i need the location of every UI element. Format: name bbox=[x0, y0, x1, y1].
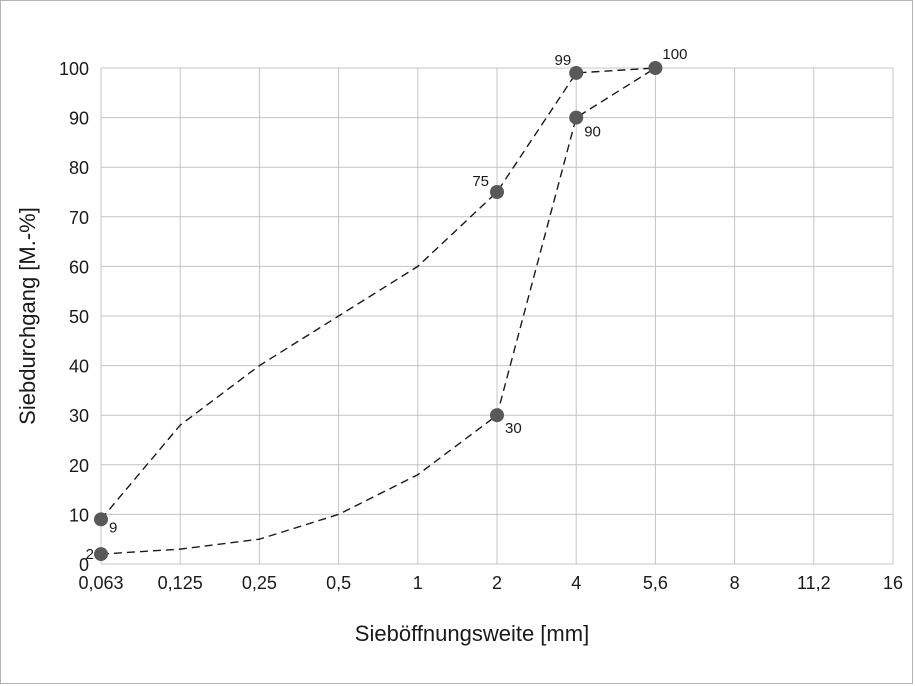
x-tick-label: 16 bbox=[883, 573, 903, 593]
y-tick-label: 30 bbox=[69, 406, 89, 426]
data-label: 99 bbox=[555, 52, 572, 69]
y-tick-label: 90 bbox=[69, 109, 89, 129]
data-label: 9 bbox=[109, 519, 117, 536]
data-label: 100 bbox=[662, 46, 687, 63]
x-tick-label: 0,25 bbox=[242, 573, 277, 593]
data-label: 75 bbox=[472, 173, 489, 190]
data-labels: 9 75 99 100 2 30 90 bbox=[86, 46, 688, 563]
data-point bbox=[94, 512, 108, 527]
y-tick-label: 70 bbox=[69, 208, 89, 228]
data-point bbox=[490, 185, 504, 199]
x-tick-label: 1 bbox=[413, 573, 423, 593]
data-label: 90 bbox=[584, 124, 601, 141]
x-tick-label: 0,5 bbox=[326, 573, 351, 593]
x-tick-label: 2 bbox=[492, 573, 502, 593]
data-point bbox=[94, 547, 108, 562]
x-tick-label: 4 bbox=[571, 573, 581, 593]
series-lines bbox=[100, 67, 656, 555]
y-tick-label: 80 bbox=[69, 158, 89, 178]
y-tick-label: 100 bbox=[59, 59, 89, 79]
x-tick-label: 0,063 bbox=[78, 573, 123, 593]
series-line-1 bbox=[100, 67, 656, 520]
data-label: 30 bbox=[505, 420, 522, 437]
data-point bbox=[569, 110, 584, 125]
grid bbox=[100, 67, 894, 565]
x-tick-label: 8 bbox=[730, 573, 740, 593]
x-tick-label: 0,125 bbox=[158, 573, 203, 593]
series-line-2 bbox=[100, 67, 656, 555]
data-point bbox=[490, 408, 504, 423]
data-point bbox=[648, 61, 663, 75]
y-tick-labels: 0 10 20 30 40 50 60 70 80 90 100 bbox=[59, 59, 89, 575]
data-markers bbox=[94, 61, 663, 562]
x-axis-title: Sieböffnungsweite [mm] bbox=[355, 621, 589, 646]
data-label: 2 bbox=[86, 546, 94, 563]
y-tick-label: 60 bbox=[69, 257, 89, 277]
x-tick-label: 11,2 bbox=[797, 573, 831, 593]
x-tick-labels: 0,063 0,125 0,25 0,5 1 2 4 5,6 8 11,2 16 bbox=[78, 573, 903, 593]
y-tick-label: 10 bbox=[69, 505, 89, 525]
x-tick-label: 5,6 bbox=[643, 573, 668, 593]
y-axis-title: Siebdurchgang [M.-%] bbox=[15, 207, 40, 425]
y-tick-label: 0 bbox=[79, 555, 89, 575]
y-tick-label: 50 bbox=[69, 307, 89, 327]
y-tick-label: 20 bbox=[69, 456, 89, 476]
data-point bbox=[569, 65, 584, 80]
y-tick-label: 40 bbox=[69, 357, 89, 377]
